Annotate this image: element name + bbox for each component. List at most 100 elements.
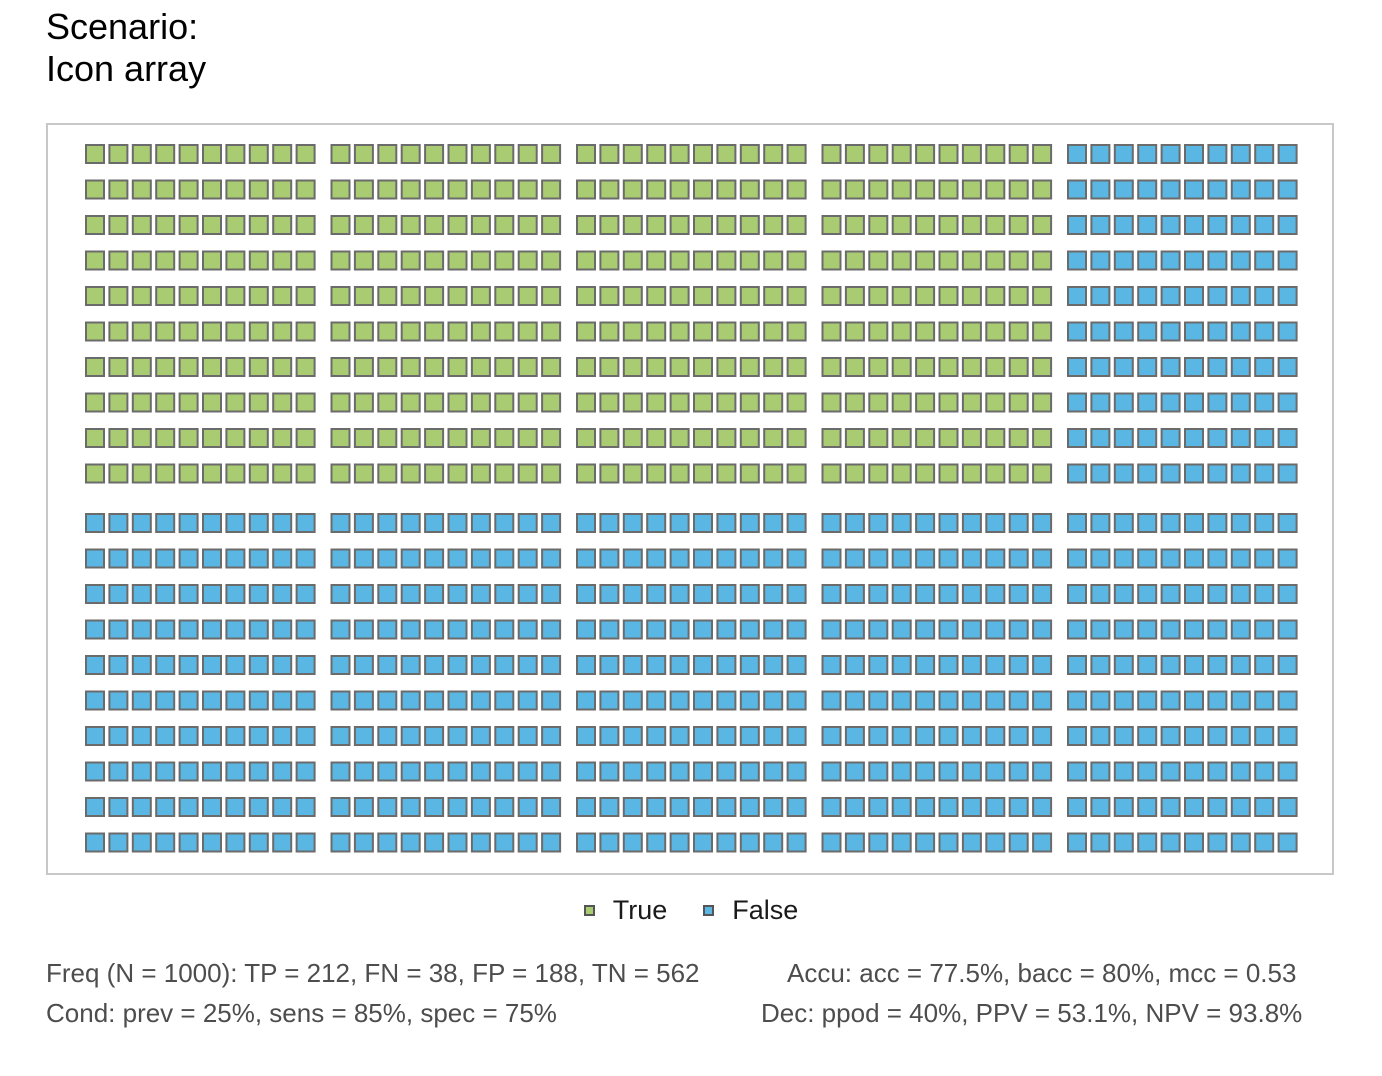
icon-false	[202, 548, 222, 569]
icon-false	[1067, 321, 1087, 342]
icon-false	[868, 726, 889, 746]
icon-false	[248, 726, 269, 746]
icon-false	[763, 832, 784, 853]
icon-false	[131, 548, 152, 569]
icon-true	[868, 250, 889, 271]
icon-false	[424, 832, 445, 853]
icon-true	[786, 428, 807, 448]
icon-false	[693, 619, 713, 640]
icon-false	[131, 584, 152, 604]
icon-true	[716, 286, 737, 306]
icon-true	[891, 286, 912, 306]
icon-true	[377, 250, 398, 271]
icon-false	[1067, 797, 1087, 817]
icon-false	[1207, 215, 1228, 235]
icon-false	[424, 655, 445, 675]
icon-false	[1008, 655, 1029, 675]
icon-false	[1277, 584, 1298, 604]
icon-true	[985, 144, 1006, 164]
icon-true	[985, 286, 1006, 306]
icon-false	[786, 655, 807, 675]
icon-false	[1230, 428, 1251, 448]
icon-true	[202, 357, 222, 377]
icon-false	[821, 690, 842, 711]
icon-false	[85, 584, 105, 604]
icon-false	[821, 548, 842, 569]
chart-title: Scenario: Icon array	[46, 6, 206, 90]
icon-false	[447, 513, 468, 533]
icon-false	[1090, 513, 1111, 533]
icon-true	[400, 392, 421, 413]
icon-false	[1137, 690, 1158, 711]
icon-true	[622, 286, 643, 306]
icon-false	[1184, 286, 1204, 306]
icon-true	[821, 250, 842, 271]
icon-true	[646, 286, 667, 306]
icon-true	[178, 392, 199, 413]
icon-false	[693, 584, 713, 604]
icon-false	[108, 548, 129, 569]
icon-false	[248, 655, 269, 675]
icon-false	[1254, 761, 1275, 782]
icon-true	[447, 144, 468, 164]
icon-true	[868, 463, 889, 484]
icon-true	[739, 250, 760, 271]
icon-false	[646, 584, 667, 604]
icon-false	[377, 832, 398, 853]
icon-false	[1137, 726, 1158, 746]
icon-false	[541, 655, 562, 675]
icon-false	[108, 761, 129, 782]
icon-false	[739, 832, 760, 853]
icon-true	[353, 144, 374, 164]
icon-true	[868, 428, 889, 448]
icon-false	[985, 548, 1006, 569]
icon-false	[961, 832, 982, 853]
icon-false	[1137, 832, 1158, 853]
icon-false	[225, 548, 246, 569]
icon-false	[599, 832, 620, 853]
icon-true	[646, 144, 667, 164]
icon-false	[576, 655, 596, 675]
icon-false	[353, 584, 374, 604]
icon-false	[1207, 690, 1228, 711]
icon-false	[330, 513, 351, 533]
icon-false	[1277, 690, 1298, 711]
icon-false	[576, 690, 596, 711]
icon-false	[938, 726, 959, 746]
icon-false	[1160, 761, 1181, 782]
icon-false	[400, 690, 421, 711]
icon-false	[1184, 463, 1204, 484]
icon-false	[693, 832, 713, 853]
icon-false	[763, 797, 784, 817]
icon-false	[1277, 144, 1298, 164]
icon-false	[202, 690, 222, 711]
icon-false	[693, 726, 713, 746]
icon-true	[716, 321, 737, 342]
icon-false	[868, 513, 889, 533]
icon-false	[646, 726, 667, 746]
icon-false	[1067, 179, 1087, 200]
icon-true	[961, 179, 982, 200]
icon-true	[599, 179, 620, 200]
icon-true	[248, 463, 269, 484]
icon-true	[494, 250, 515, 271]
icon-true	[178, 321, 199, 342]
icon-false	[739, 726, 760, 746]
icon-true	[844, 250, 865, 271]
icon-true	[517, 428, 538, 448]
icon-false	[646, 797, 667, 817]
icon-true	[400, 144, 421, 164]
footer-accu: Accu: acc = 77.5%, bacc = 80%, mcc = 0.5…	[787, 958, 1297, 988]
icon-false	[716, 832, 737, 853]
icon-false	[1137, 619, 1158, 640]
icon-true	[938, 321, 959, 342]
icon-false	[1032, 761, 1053, 782]
icon-false	[739, 548, 760, 569]
icon-false	[1160, 797, 1181, 817]
icon-true	[844, 428, 865, 448]
icon-true	[353, 428, 374, 448]
icon-true	[272, 428, 293, 448]
icon-false	[353, 761, 374, 782]
icon-true	[541, 357, 562, 377]
icon-false	[1207, 584, 1228, 604]
